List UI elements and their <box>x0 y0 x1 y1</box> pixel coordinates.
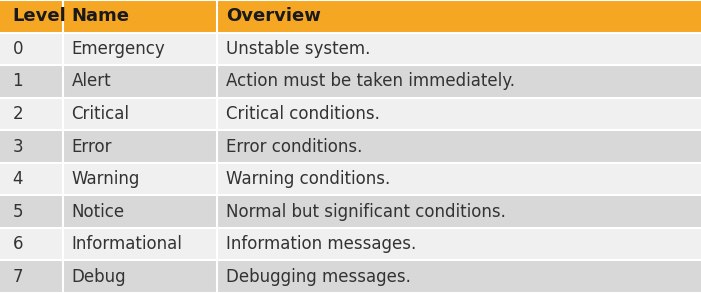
Text: Action must be taken immediately.: Action must be taken immediately. <box>226 72 515 90</box>
Text: Error: Error <box>72 137 112 156</box>
FancyBboxPatch shape <box>217 0 701 33</box>
FancyBboxPatch shape <box>0 65 63 98</box>
Text: 3: 3 <box>13 137 23 156</box>
FancyBboxPatch shape <box>0 163 63 195</box>
Text: Informational: Informational <box>72 235 182 253</box>
FancyBboxPatch shape <box>0 33 63 65</box>
Text: 4: 4 <box>13 170 23 188</box>
Text: Warning conditions.: Warning conditions. <box>226 170 390 188</box>
FancyBboxPatch shape <box>0 195 63 228</box>
Text: Overview: Overview <box>226 7 320 25</box>
FancyBboxPatch shape <box>217 228 701 260</box>
Text: Emergency: Emergency <box>72 40 165 58</box>
FancyBboxPatch shape <box>217 260 701 293</box>
Text: Alert: Alert <box>72 72 111 90</box>
FancyBboxPatch shape <box>63 98 217 130</box>
FancyBboxPatch shape <box>63 33 217 65</box>
FancyBboxPatch shape <box>63 260 217 293</box>
Text: Name: Name <box>72 7 130 25</box>
Text: 0: 0 <box>13 40 23 58</box>
Text: Critical conditions.: Critical conditions. <box>226 105 380 123</box>
Text: Warning: Warning <box>72 170 140 188</box>
FancyBboxPatch shape <box>0 98 63 130</box>
Text: Unstable system.: Unstable system. <box>226 40 370 58</box>
FancyBboxPatch shape <box>217 163 701 195</box>
FancyBboxPatch shape <box>63 195 217 228</box>
Text: 1: 1 <box>13 72 23 90</box>
FancyBboxPatch shape <box>63 163 217 195</box>
FancyBboxPatch shape <box>63 65 217 98</box>
Text: Information messages.: Information messages. <box>226 235 416 253</box>
Text: 2: 2 <box>13 105 23 123</box>
FancyBboxPatch shape <box>217 65 701 98</box>
Text: Notice: Notice <box>72 203 125 221</box>
FancyBboxPatch shape <box>217 195 701 228</box>
Text: 5: 5 <box>13 203 23 221</box>
Text: Normal but significant conditions.: Normal but significant conditions. <box>226 203 505 221</box>
Text: Level: Level <box>13 7 67 25</box>
Text: Critical: Critical <box>72 105 130 123</box>
FancyBboxPatch shape <box>63 0 217 33</box>
FancyBboxPatch shape <box>217 33 701 65</box>
FancyBboxPatch shape <box>0 0 63 33</box>
Text: Debug: Debug <box>72 268 126 286</box>
FancyBboxPatch shape <box>63 228 217 260</box>
FancyBboxPatch shape <box>0 260 63 293</box>
FancyBboxPatch shape <box>0 130 63 163</box>
Text: Error conditions.: Error conditions. <box>226 137 362 156</box>
Text: 6: 6 <box>13 235 23 253</box>
FancyBboxPatch shape <box>63 130 217 163</box>
Text: Debugging messages.: Debugging messages. <box>226 268 411 286</box>
FancyBboxPatch shape <box>217 98 701 130</box>
Text: 7: 7 <box>13 268 23 286</box>
FancyBboxPatch shape <box>0 228 63 260</box>
FancyBboxPatch shape <box>217 130 701 163</box>
